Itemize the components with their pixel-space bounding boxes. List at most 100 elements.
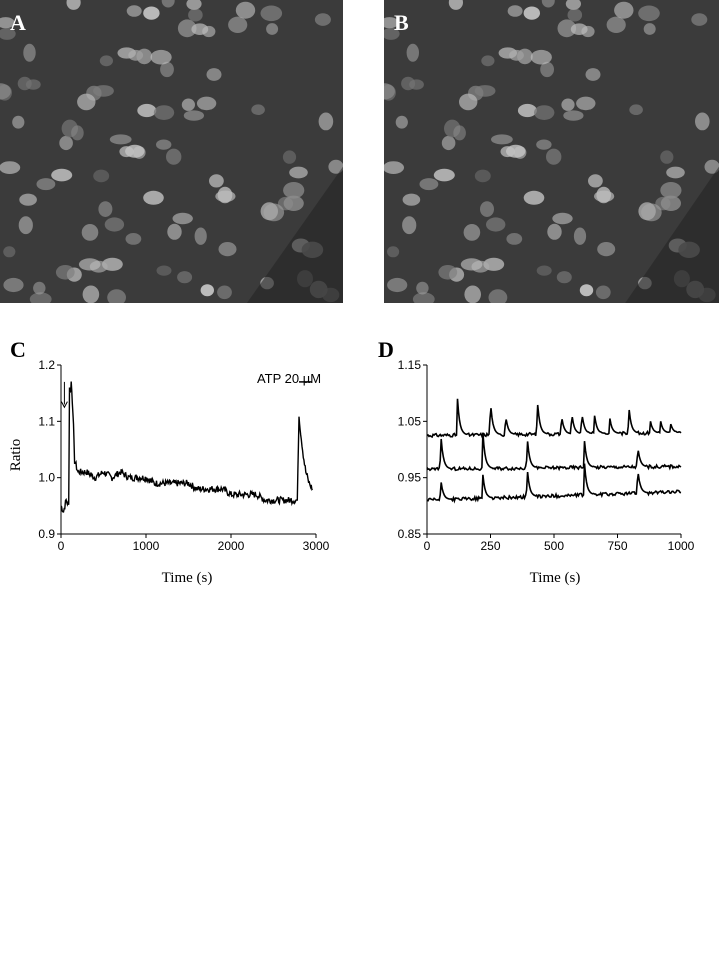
cell-nucleus (517, 103, 537, 118)
cell-nucleus (66, 0, 81, 10)
cell-nucleus (12, 115, 25, 129)
chart-d-xlabel: Time (s) (530, 570, 581, 586)
cell-nucleus (498, 47, 517, 59)
cell-nucleus (156, 265, 172, 276)
cell-nucleus (98, 201, 113, 218)
cell-nucleus (666, 166, 685, 179)
cell-nucleus (534, 105, 555, 120)
cell-nucleus (196, 96, 217, 111)
cell-nucleus (156, 139, 172, 150)
cell-nucleus (186, 0, 202, 10)
cell-nucleus (77, 93, 96, 111)
cell-nucleus (143, 190, 164, 205)
cell-nucleus (0, 83, 11, 100)
y-tick-label: 0.95 (398, 471, 422, 485)
x-tick-label: 500 (544, 539, 564, 553)
cell-nucleus (19, 193, 37, 206)
cell-nucleus (585, 68, 601, 81)
cell-nucleus (536, 139, 552, 150)
cell-nucleus (556, 271, 572, 284)
cell-nucleus (266, 23, 279, 35)
cell-nucleus (283, 182, 305, 199)
cell-nucleus (695, 112, 710, 131)
chart-d-traces (426, 398, 682, 504)
cell-nucleus (530, 49, 552, 65)
cell-nucleus (570, 23, 588, 35)
cell-nucleus (143, 6, 160, 20)
cell-nucleus (402, 193, 421, 206)
cell-nucleus (251, 104, 265, 115)
cell-trace-1 (426, 398, 682, 439)
cell-nucleus (36, 178, 56, 191)
micrograph-a: A (0, 0, 343, 303)
cell-nucleus (464, 285, 481, 303)
cell-nucleus (643, 23, 656, 35)
cell-nucleus (614, 1, 634, 19)
cell-nucleus (395, 115, 408, 129)
cell-nucleus (117, 47, 136, 59)
cell-nucleus (419, 178, 439, 191)
cell-nucleus (384, 17, 399, 29)
cell-nucleus (209, 174, 224, 188)
cell-nucleus (218, 242, 237, 257)
cell-nucleus (289, 166, 308, 179)
cell-nucleus (99, 55, 113, 67)
ratio-trace (60, 381, 314, 513)
cell-nucleus (474, 169, 491, 183)
chart-c-axes: 0 1000 2000 3000 0.9 1.0 1.1 1.2 (38, 358, 329, 553)
cell-nucleus (448, 0, 463, 10)
y-tick-label: 1.1 (38, 414, 55, 428)
chart-c-ylabel: Ratio (8, 439, 24, 472)
cell-nucleus (104, 217, 125, 232)
cell-nucleus (460, 258, 483, 271)
arrow-head (60, 401, 68, 409)
cell-nucleus (588, 174, 603, 188)
cell-nucleus (491, 134, 513, 145)
cell-nucleus (704, 159, 719, 174)
cell-nucleus (93, 169, 110, 183)
y-tick-label: 1.05 (398, 414, 422, 428)
cell-nucleus (546, 148, 562, 165)
cell-nucleus (387, 246, 400, 258)
x-tick-label: 2000 (218, 539, 245, 553)
cell-nucleus (547, 223, 562, 240)
panel-label-c: C (10, 337, 26, 362)
cell-nucleus (166, 148, 182, 165)
cell-nucleus (109, 134, 132, 145)
cell-nucleus (480, 201, 494, 218)
cell-nucleus (561, 98, 575, 111)
cell-nucleus (81, 224, 99, 241)
cell-nucleus (453, 125, 466, 141)
cell-nucleus (488, 289, 508, 303)
cell-nucleus (25, 79, 41, 90)
cell-nucleus (153, 105, 175, 120)
cell-nucleus (78, 258, 101, 271)
chart-c: 0 1000 2000 3000 0.9 1.0 1.1 1.2 Time (s) Ratio… (8, 358, 330, 586)
cell-nucleus (328, 159, 343, 174)
cell-nucleus (3, 277, 24, 293)
x-tick-label: 250 (480, 539, 500, 553)
cells-image-b (384, 0, 719, 303)
cell-trace-3 (426, 463, 682, 504)
cell-nucleus (565, 0, 581, 10)
cell-nucleus (206, 68, 222, 81)
cell-nucleus (563, 110, 584, 121)
cell-nucleus (412, 292, 435, 303)
cell-nucleus (0, 161, 21, 174)
x-tick-label: 0 (58, 539, 65, 553)
cell-nucleus (125, 144, 145, 158)
cell-nucleus (387, 277, 408, 293)
cell-nucleus (506, 144, 526, 158)
cell-nucleus (160, 61, 174, 78)
cell-nucleus (660, 195, 681, 211)
cell-nucleus (260, 5, 283, 22)
x-tick-label: 3000 (303, 539, 330, 553)
cell-nucleus (438, 265, 458, 280)
cell-nucleus (638, 202, 656, 221)
cell-nucleus (183, 110, 204, 121)
cell-nucleus (172, 212, 193, 225)
cell-nucleus (552, 212, 573, 225)
cell-nucleus (18, 216, 33, 235)
panel-label-a: A (10, 10, 26, 35)
cell-nucleus (228, 16, 248, 33)
